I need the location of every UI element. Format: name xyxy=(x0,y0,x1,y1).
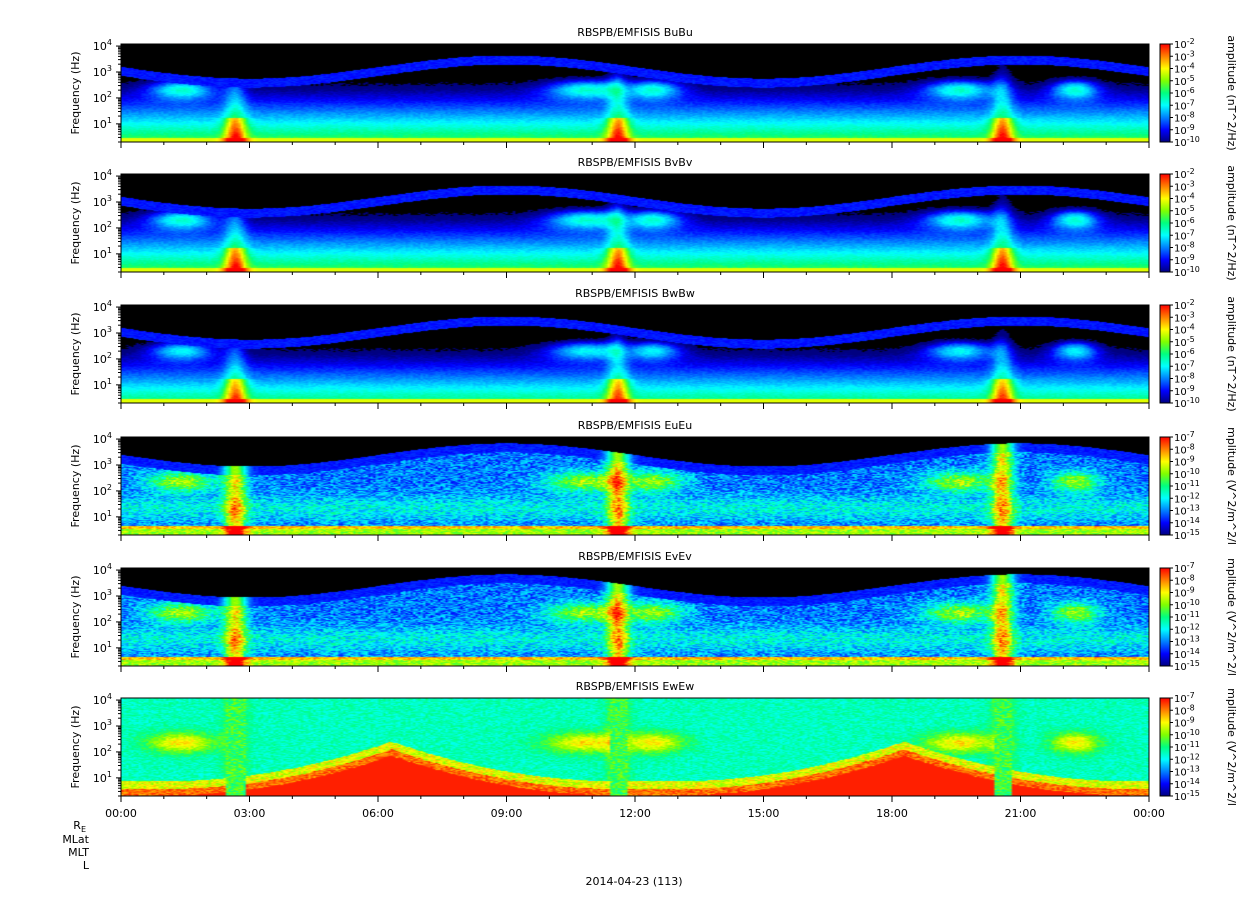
colorbar-tick-label: 10-15 xyxy=(1174,789,1200,803)
colorbar-label: amplitude (nT^2/Hz) xyxy=(1225,165,1238,280)
x-tick-label: 15:00 xyxy=(748,807,780,820)
colorbar xyxy=(1159,697,1171,797)
y-tick-label: 101 xyxy=(93,640,112,655)
y-tick-label: 101 xyxy=(93,377,112,392)
spectrogram-image xyxy=(121,437,1149,535)
spectrogram-panel-6: RBSPB/EMFISIS EwEw Frequency (Hz) 101 102 10… xyxy=(69,680,1238,820)
x-tick-label: 00:00 xyxy=(105,807,137,820)
panel-title: RBSPB/EMFISIS BwBw xyxy=(575,287,695,300)
colorbar xyxy=(1159,567,1171,667)
y-axis-label: Frequency (Hz) xyxy=(69,706,82,789)
colorbar-tick-label: 10-15 xyxy=(1174,528,1200,542)
ephemeris-label-l: L xyxy=(83,859,90,872)
y-axis-label: Frequency (Hz) xyxy=(69,313,82,396)
y-tick-label: 102 xyxy=(93,351,112,366)
colorbar-label: mplitude (V^2/m^2/l xyxy=(1225,427,1238,545)
y-tick-label: 101 xyxy=(93,116,112,131)
colorbar-tick-label: 10-10 xyxy=(1174,396,1200,410)
y-tick-label: 102 xyxy=(93,614,112,629)
colorbar xyxy=(1159,436,1171,536)
y-tick-label: 101 xyxy=(93,246,112,261)
y-tick-label: 101 xyxy=(93,509,112,524)
x-tick-label: 09:00 xyxy=(491,807,523,820)
x-tick-label: 18:00 xyxy=(876,807,908,820)
spectrogram-panel-2: RBSPB/EMFISIS BvBv Frequency (Hz) 101 102 10… xyxy=(69,156,1238,281)
y-tick-label: 103 xyxy=(93,718,112,733)
colorbar xyxy=(1159,173,1171,273)
ephemeris-label-re: RE xyxy=(73,819,86,834)
y-tick-label: 103 xyxy=(93,588,112,603)
panel-title: RBSPB/EMFISIS BuBu xyxy=(577,26,693,39)
colorbar xyxy=(1159,43,1171,143)
colorbar-label: amplitude (nT^2/Hz) xyxy=(1225,296,1238,411)
ephemeris-label-mlat: MLat xyxy=(62,833,89,846)
colorbar-tick-label: 10-10 xyxy=(1174,265,1200,279)
y-tick-label: 104 xyxy=(93,692,112,707)
colorbar xyxy=(1159,304,1171,404)
x-tick-label: 21:00 xyxy=(1005,807,1037,820)
spectrogram-image xyxy=(121,44,1149,142)
spectrogram-image xyxy=(121,174,1149,272)
y-tick-label: 104 xyxy=(93,168,112,183)
y-tick-label: 103 xyxy=(93,64,112,79)
y-tick-label: 103 xyxy=(93,194,112,209)
y-tick-label: 102 xyxy=(93,220,112,235)
colorbar-label: mplitude (V^2/m^2/l xyxy=(1225,558,1238,676)
y-tick-label: 103 xyxy=(93,325,112,340)
x-tick-label: 00:00 xyxy=(1133,807,1165,820)
panel-title: RBSPB/EMFISIS EvEv xyxy=(578,550,692,563)
y-tick-label: 102 xyxy=(93,90,112,105)
colorbar-tick-label: 10-10 xyxy=(1174,135,1200,149)
spectrogram-panel-3: RBSPB/EMFISIS BwBw Frequency (Hz) 101 102 10… xyxy=(69,287,1238,412)
x-tick-label: 12:00 xyxy=(619,807,651,820)
y-tick-label: 104 xyxy=(93,562,112,577)
y-tick-label: 101 xyxy=(93,770,112,785)
spectrogram-panel-1: RBSPB/EMFISIS BuBu Frequency (Hz) 101 102 10… xyxy=(69,26,1238,151)
y-axis-label: Frequency (Hz) xyxy=(69,445,82,528)
y-tick-label: 104 xyxy=(93,38,112,53)
y-axis-label: Frequency (Hz) xyxy=(69,182,82,265)
colorbar-label: mplitude (V^2/m^2/l xyxy=(1225,688,1238,806)
date-label: 2014-04-23 (113) xyxy=(585,875,682,888)
y-tick-label: 102 xyxy=(93,744,112,759)
y-tick-label: 104 xyxy=(93,299,112,314)
x-tick-label: 06:00 xyxy=(362,807,394,820)
spectrogram-image xyxy=(121,305,1149,403)
ephemeris-label-mlt: MLT xyxy=(68,846,89,859)
spectrogram-image xyxy=(121,568,1149,666)
y-axis-label: Frequency (Hz) xyxy=(69,52,82,135)
y-tick-label: 103 xyxy=(93,457,112,472)
spectrogram-panel-5: RBSPB/EMFISIS EvEv Frequency (Hz) 101 102 10… xyxy=(69,550,1238,676)
panel-title: RBSPB/EMFISIS EuEu xyxy=(578,419,692,432)
spectrogram-panel-4: RBSPB/EMFISIS EuEu Frequency (Hz) 101 102 10… xyxy=(69,419,1238,545)
x-tick-label: 03:00 xyxy=(234,807,266,820)
colorbar-tick-label: 10-15 xyxy=(1174,659,1200,673)
colorbar-label: amplitude (nT^2/Hz) xyxy=(1225,35,1238,150)
spectrogram-image xyxy=(121,698,1149,796)
y-tick-label: 102 xyxy=(93,483,112,498)
panel-title: RBSPB/EMFISIS BvBv xyxy=(578,156,693,169)
y-axis-label: Frequency (Hz) xyxy=(69,576,82,659)
panel-title: RBSPB/EMFISIS EwEw xyxy=(576,680,694,693)
y-tick-label: 104 xyxy=(93,431,112,446)
